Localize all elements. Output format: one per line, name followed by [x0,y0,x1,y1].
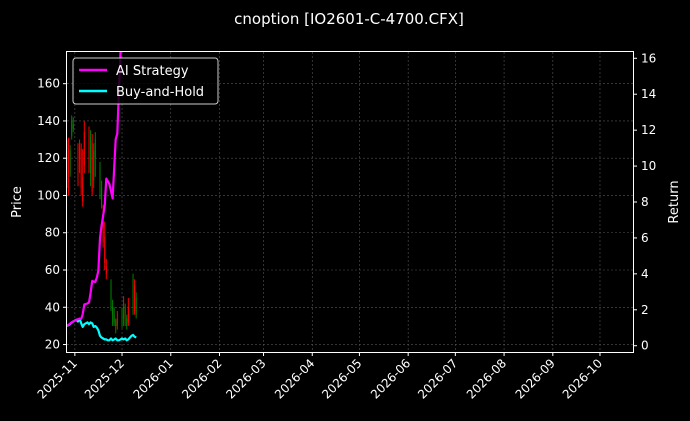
candle-body [77,161,79,168]
legend-label-buy-and-hold: Buy-and-Hold [116,85,204,100]
left-tick-label: 60 [45,263,60,277]
legend-box [72,57,219,105]
right-tick-label: 16 [641,51,656,65]
right-y-axis-label: Return [667,180,682,223]
right-tick-label: 8 [641,195,649,209]
candle-body [88,135,90,168]
candle-body [121,311,123,326]
chart-title: cnoption [IO2601-C-4700.CFX] [234,10,464,28]
candle-body [68,148,70,177]
candle-body [79,147,81,159]
candle-body [93,150,95,181]
right-tick-label: 0 [641,339,649,353]
return-series [66,51,137,342]
candle-body [69,150,71,174]
candle-body [134,284,136,312]
left-tick-label: 120 [37,151,60,165]
left-tick-label: 100 [37,188,60,202]
candle-body [91,143,93,192]
right-tick-label: 14 [641,87,656,101]
legend-label-ai-strategy: AI Strategy [116,64,189,79]
candle-body [101,188,103,205]
right-tick-label: 12 [641,123,656,137]
right-y-axis: 0 2 4 6 8 10 12 14 16 [633,51,656,353]
candle-body [135,297,137,315]
candle-body [127,307,129,323]
candle-body [104,236,106,263]
candle-body [105,266,107,274]
candle-body [82,176,84,202]
buy-and-hold-line [66,317,137,342]
candle-body [110,284,112,308]
right-tick-label: 2 [641,303,649,317]
candle-body [90,139,92,174]
right-tick-label: 6 [641,231,649,245]
candle-body [126,318,128,326]
candle-body [83,132,85,166]
candle-body [132,279,134,308]
candle-body [72,124,74,129]
left-tick-label: 160 [37,77,60,91]
left-tick-label: 40 [45,300,60,314]
left-y-axis: 20 40 60 80 100 120 140 160 [37,77,67,352]
left-y-axis-label: Price [10,186,25,218]
candle-body [102,214,104,243]
left-tick-label: 20 [45,338,60,352]
right-tick-label: 4 [641,267,649,281]
candle-body [112,307,114,315]
candle-body [124,307,126,315]
ai-strategy-line [66,51,122,327]
candle-body [94,139,96,159]
candle-body [71,120,73,136]
right-tick-label: 10 [641,159,656,173]
left-tick-label: 140 [37,114,60,128]
candle-body [113,314,115,323]
candle-body [116,318,118,326]
candle-body [80,148,82,189]
candle-body [115,320,117,326]
left-tick-label: 80 [45,226,60,240]
legend: AI Strategy Buy-and-Hold [72,57,219,105]
candle-body [123,314,125,319]
candle-body [99,167,101,187]
